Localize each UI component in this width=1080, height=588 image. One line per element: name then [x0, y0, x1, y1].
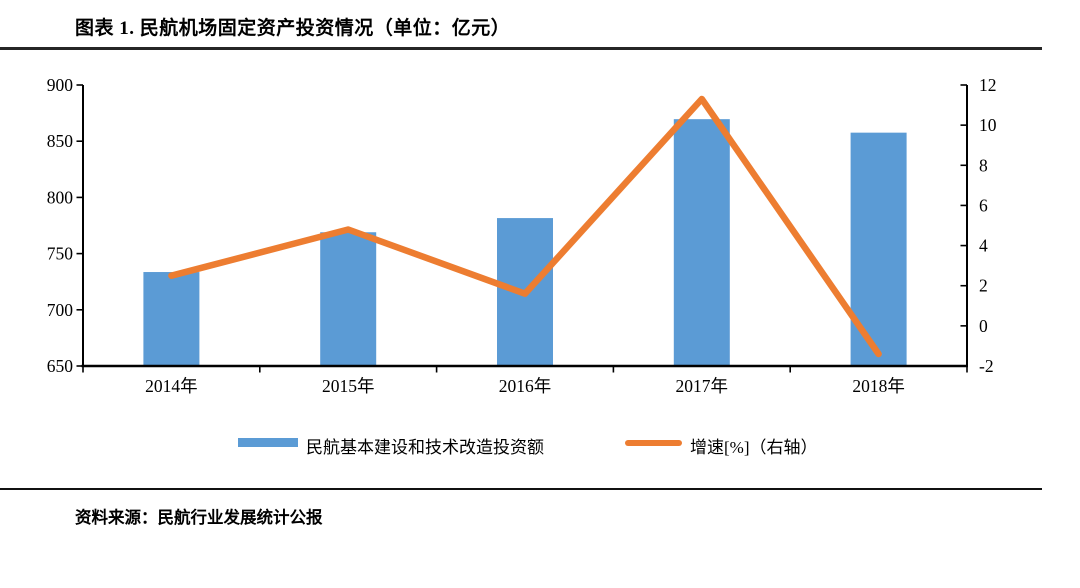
right-tick-label--2: -2	[979, 356, 994, 376]
right-tick-label-12: 12	[979, 75, 997, 95]
source-divider-rule	[0, 488, 1042, 490]
bar-2017年	[673, 119, 730, 366]
left-tick-label-650: 650	[47, 356, 74, 376]
right-tick-label-8: 8	[979, 155, 988, 175]
right-tick-label-2: 2	[979, 276, 988, 296]
right-tick-label-0: 0	[979, 316, 988, 336]
source-note: 资料来源：民航行业发展统计公报	[75, 508, 323, 527]
bar-2015年	[320, 232, 377, 366]
right-tick-label-10: 10	[979, 115, 997, 135]
left-tick-label-850: 850	[47, 131, 74, 151]
bar-2014年	[143, 272, 200, 366]
title-divider-rule	[0, 47, 1042, 50]
x-tick-label-2018年: 2018年	[852, 376, 905, 396]
left-tick-label-900: 900	[47, 75, 74, 95]
legend-bar-swatch	[238, 438, 298, 447]
legend-line-label: 增速[%]（右轴）	[690, 438, 818, 457]
x-tick-label-2016年: 2016年	[499, 376, 552, 396]
right-tick-label-4: 4	[979, 236, 988, 256]
chart-title: 图表 1. 民航机场固定资产投资情况（单位：亿元）	[75, 18, 511, 39]
left-tick-label-800: 800	[47, 187, 74, 207]
growth-line	[168, 95, 882, 358]
x-tick-label-2014年: 2014年	[145, 376, 198, 396]
right-tick-label-6: 6	[979, 195, 988, 215]
x-tick-label-2017年: 2017年	[676, 376, 729, 396]
left-tick-label-700: 700	[47, 300, 74, 320]
x-tick-label-2015年: 2015年	[322, 376, 375, 396]
left-tick-label-750: 750	[47, 244, 74, 264]
legend-bar-label: 民航基本建设和技术改造投资额	[306, 438, 544, 457]
legend-line-swatch	[625, 440, 682, 446]
